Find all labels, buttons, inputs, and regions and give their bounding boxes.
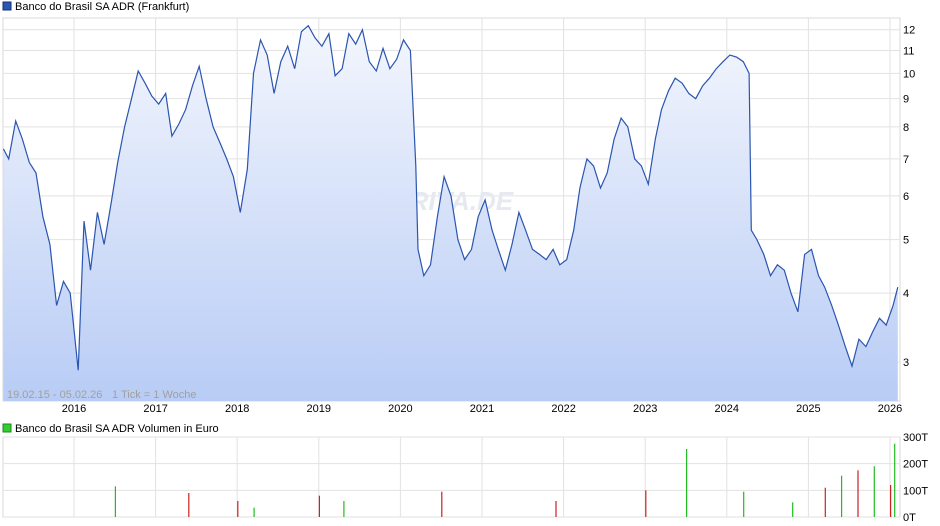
price-y-tick-label: 3 bbox=[903, 357, 909, 369]
price-y-tick-label: 7 bbox=[903, 154, 909, 166]
volume-bars bbox=[114, 443, 896, 517]
volume-bar bbox=[441, 491, 443, 517]
volume-bar bbox=[686, 449, 688, 517]
price-y-tick-label: 10 bbox=[903, 68, 915, 80]
price-y-tick-label: 8 bbox=[903, 122, 909, 134]
volume-bar bbox=[873, 466, 875, 517]
price-x-tick-label: 2020 bbox=[388, 403, 412, 415]
price-y-tick-label: 9 bbox=[903, 94, 909, 106]
volume-legend-swatch bbox=[2, 423, 12, 433]
price-x-tick-label: 2022 bbox=[551, 403, 575, 415]
volume-bar bbox=[114, 486, 116, 517]
price-legend-swatch bbox=[2, 1, 12, 11]
volume-grid bbox=[3, 436, 900, 518]
price-x-tick-label: 2021 bbox=[470, 403, 494, 415]
volume-bar bbox=[253, 507, 255, 517]
volume-bar bbox=[743, 491, 745, 517]
price-y-tick-label: 6 bbox=[903, 191, 909, 203]
price-line bbox=[2, 24, 899, 371]
price-x-tick-label: 2016 bbox=[62, 403, 86, 415]
price-x-tick-label: 2025 bbox=[796, 403, 820, 415]
volume-y-tick-label: 200T bbox=[903, 459, 928, 471]
price-x-tick-label: 2017 bbox=[143, 403, 167, 415]
volume-y-tick-label: 0T bbox=[903, 512, 916, 524]
price-y-tick-label: 4 bbox=[903, 288, 909, 300]
price-x-axis: 2016 2017 2018 2019 2020 2021 2022 2023 2024 2025… bbox=[62, 403, 902, 415]
volume-y-tick-label: 100T bbox=[903, 485, 928, 497]
volume-bar bbox=[857, 470, 859, 517]
volume-y-tick-label: 300T bbox=[903, 432, 928, 444]
volume-bar bbox=[792, 502, 794, 517]
price-x-tick-label: 2019 bbox=[307, 403, 331, 415]
volume-bar bbox=[555, 501, 557, 517]
price-x-tick-label: 2026 bbox=[878, 403, 902, 415]
date-range-label: 19.02.15 - 05.02.26 bbox=[7, 389, 102, 401]
volume-bar bbox=[841, 475, 843, 517]
volume-bar bbox=[645, 490, 647, 517]
price-x-tick-label: 2018 bbox=[225, 403, 249, 415]
price-x-tick-label: 2024 bbox=[715, 403, 739, 415]
volume-bar bbox=[343, 501, 345, 517]
volume-bar bbox=[890, 485, 892, 517]
volume-panel bbox=[2, 436, 901, 518]
volume-bar bbox=[894, 443, 896, 517]
price-y-axis: 3 4 5 6 7 8 9 10 11 12 bbox=[903, 25, 915, 369]
price-y-tick-label: 11 bbox=[903, 46, 914, 58]
price-y-tick-label: 5 bbox=[903, 235, 909, 247]
tick-note: 1 Tick = 1 Woche bbox=[112, 389, 196, 401]
price-y-tick-label: 12 bbox=[903, 25, 915, 37]
volume-bar bbox=[318, 495, 320, 517]
price-x-tick-label: 2023 bbox=[633, 403, 657, 415]
price-legend-label: Banco do Brasil SA ADR (Frankfurt) bbox=[15, 1, 189, 13]
volume-bar bbox=[237, 501, 239, 517]
volume-bar bbox=[188, 493, 190, 517]
volume-bar bbox=[824, 487, 826, 517]
price-area bbox=[3, 25, 898, 401]
volume-legend-label: Banco do Brasil SA ADR Volumen in Euro bbox=[15, 423, 219, 435]
volume-y-axis: 0T 100T 200T 300T bbox=[903, 432, 928, 524]
